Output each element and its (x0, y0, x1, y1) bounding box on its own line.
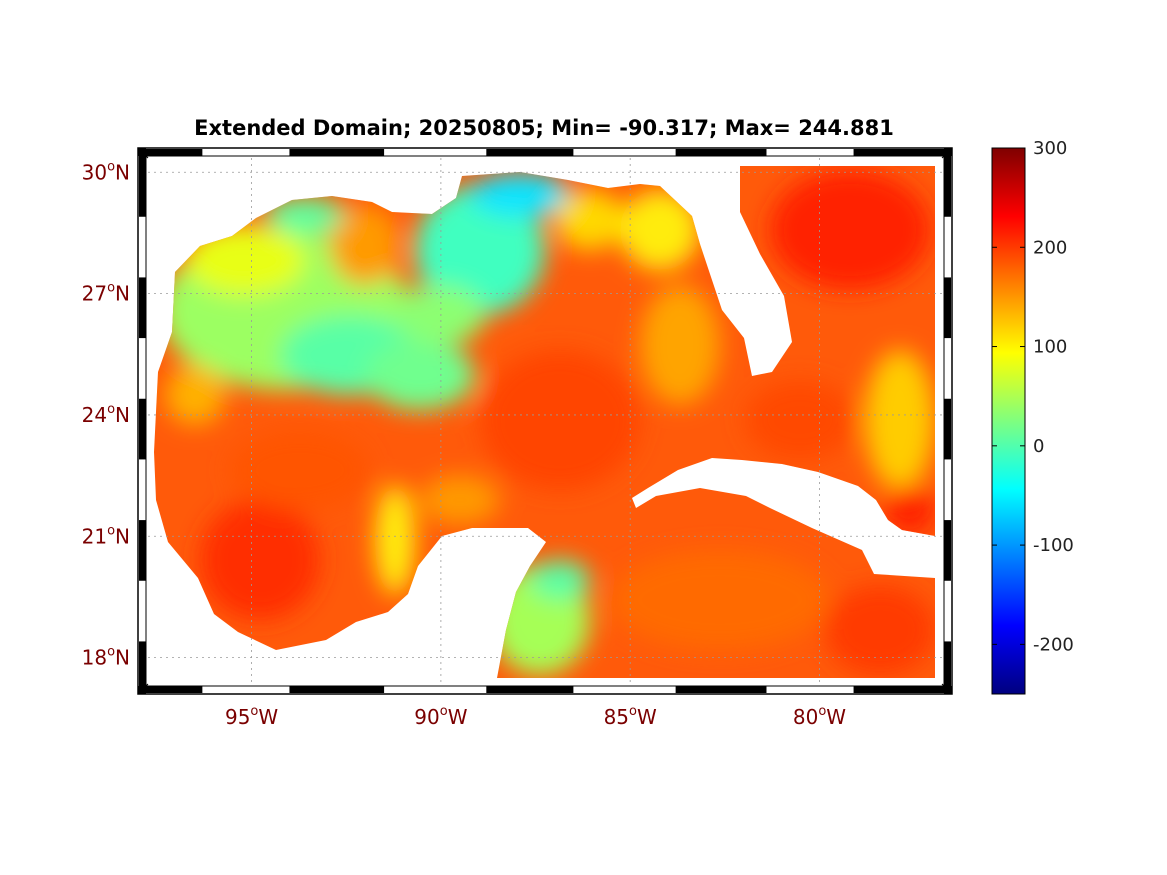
field-patch (165, 365, 225, 425)
frame-corner (137, 147, 149, 159)
latitude-labels: 30oN 27oN 24oN 21oN 18oN (82, 159, 130, 669)
frame-corner (941, 147, 953, 159)
field-patch (480, 350, 640, 490)
colorbar-gradient (991, 147, 1026, 695)
colorbar-tick-label: 300 (1033, 138, 1067, 159)
frame-corner (941, 683, 953, 695)
lat-tick-label: 24oN (82, 402, 130, 427)
frame-segments (137, 147, 953, 695)
lat-tick-label: 30oN (82, 159, 130, 184)
lon-tick-label: 85oW (604, 704, 657, 729)
field-patch (330, 205, 400, 285)
sst-anomaly-field (138, 148, 952, 694)
field-patch (200, 500, 320, 620)
field-patch (885, 485, 935, 535)
field-patch (555, 190, 625, 250)
frame-segment (675, 686, 767, 693)
frame-corner (137, 683, 149, 695)
field-patch (470, 173, 570, 217)
frame-segment (139, 520, 146, 581)
field-patch (530, 560, 590, 600)
frame-segment (138, 686, 203, 693)
longitude-labels: 95oW 90oW 85oW 80oW (225, 704, 846, 729)
figure-title: Extended Domain; 20250805; Min= -90.317;… (194, 116, 894, 140)
field-patch (365, 340, 475, 410)
frame-segment (139, 641, 146, 694)
lat-tick-label: 27oN (82, 281, 130, 306)
lat-tick-label: 21oN (82, 523, 130, 548)
frame-segment (853, 149, 952, 156)
frame-segment (944, 641, 951, 694)
colorbar-tick-label: 0 (1033, 436, 1044, 457)
frame-segment (486, 149, 574, 156)
frame-segment (944, 148, 951, 217)
colorbar-ticks: 300 200 100 0 -100 -200 (992, 138, 1074, 655)
frame-segment (853, 686, 952, 693)
colorbar-tick-label: -200 (1033, 634, 1074, 655)
frame-segment (944, 520, 951, 581)
frame-segment (139, 398, 146, 460)
field-patch (825, 585, 935, 675)
frame-segment (944, 277, 951, 339)
colorbar-tick-label: 100 (1033, 337, 1067, 358)
field-patch (415, 185, 545, 315)
graticule (148, 158, 942, 684)
field-patch (230, 430, 370, 510)
field-patch (265, 197, 345, 233)
field-patch (770, 170, 930, 290)
frame-segment (289, 686, 385, 693)
lon-tick-label: 90oW (414, 704, 467, 729)
colorbar: 300 200 100 0 -100 -200 (991, 138, 1074, 695)
field-patch (865, 350, 935, 490)
map-frame (137, 147, 953, 695)
frame-segment (675, 149, 767, 156)
frame-segment (138, 149, 203, 156)
frame-segment (289, 149, 385, 156)
field-patch (375, 485, 415, 595)
colorbar-tick-label: 200 (1033, 237, 1067, 258)
field-patch (610, 550, 830, 650)
field-patch (745, 380, 855, 460)
lon-tick-label: 80oW (793, 704, 846, 729)
map-border (137, 147, 953, 695)
field-patch (395, 285, 485, 345)
field-patch (185, 225, 305, 295)
frame-segment (486, 686, 574, 693)
frame-segment (139, 148, 146, 217)
field-patch (620, 190, 700, 270)
lon-tick-label: 95oW (225, 704, 278, 729)
field-patch (420, 475, 500, 525)
frame-segment (944, 398, 951, 460)
field-patch (640, 285, 720, 405)
colorbar-tick-label: -100 (1033, 535, 1074, 556)
lat-tick-label: 18oN (82, 645, 130, 670)
frame-segment (139, 277, 146, 339)
